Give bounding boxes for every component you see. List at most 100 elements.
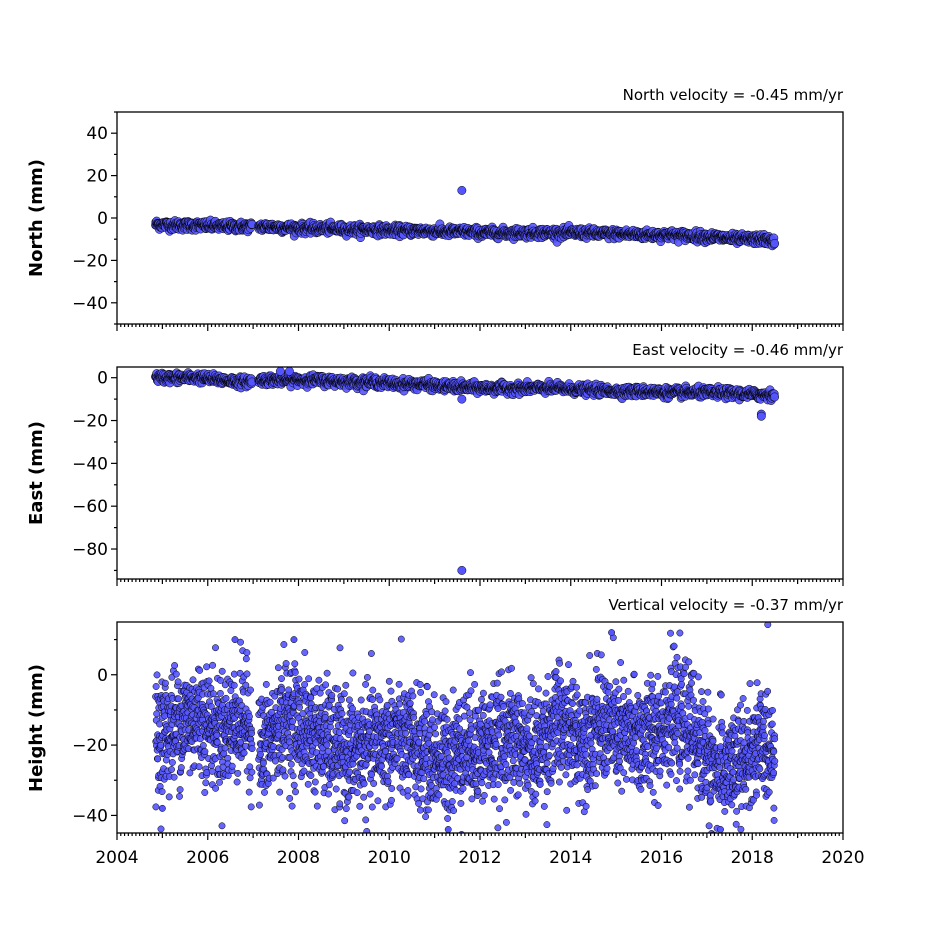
data-point: [301, 649, 309, 656]
data-point: [218, 667, 226, 675]
data-point: [292, 788, 299, 796]
data-point: [286, 738, 293, 746]
north-panel: North velocity = -0.45 mm/yr North (mm) …: [26, 86, 844, 331]
data-point: [289, 718, 297, 725]
data-point: [217, 676, 224, 684]
data-point: [245, 788, 253, 796]
data-point: [246, 774, 254, 782]
data-point: [186, 769, 194, 777]
data-point: [228, 762, 236, 770]
data-point: [311, 778, 319, 786]
data-point: [201, 789, 209, 796]
data-point: [378, 762, 385, 770]
data-point: [285, 686, 293, 694]
data-point: [230, 670, 238, 678]
data-point: [370, 780, 378, 787]
data-point: [242, 655, 250, 663]
data-point: [356, 802, 364, 810]
data-point: [212, 644, 219, 652]
vertical-velocity-title: Vertical velocity = -0.37 mm/yr: [608, 596, 843, 614]
y-tick-label: 0: [97, 209, 108, 229]
data-point: [282, 660, 290, 667]
data-point: [234, 769, 242, 777]
data-point: [336, 644, 344, 652]
data-point: [322, 681, 330, 689]
data-point: [161, 679, 169, 687]
data-point: [345, 696, 353, 704]
data-point: [152, 683, 160, 690]
data-point: [271, 757, 279, 765]
data-point: [156, 720, 164, 728]
data-point: [176, 792, 183, 800]
data-point: [172, 670, 180, 678]
data-point: [388, 796, 395, 804]
y-tick-label: −20: [72, 251, 108, 271]
data-point: [216, 689, 224, 697]
data-point: [209, 661, 217, 669]
data-point: [203, 663, 211, 671]
data-point: [153, 710, 161, 718]
data-point: [368, 803, 376, 811]
north-points: [151, 185, 780, 251]
data-point: [205, 677, 213, 685]
data-point: [341, 817, 349, 825]
data-point: [286, 794, 294, 802]
data-point: [307, 694, 315, 702]
north-ylabel: North (mm): [26, 159, 47, 277]
data-point: [362, 816, 370, 824]
data-point: [152, 803, 160, 811]
data-point: [157, 825, 165, 833]
y-tick-label: −60: [72, 497, 108, 517]
data-point: [349, 669, 357, 677]
data-point: [376, 696, 384, 704]
data-point: [269, 774, 277, 782]
data-point: [342, 681, 350, 689]
y-tick-label: −40: [72, 454, 108, 474]
data-point: [369, 696, 376, 703]
east-ylabel: East (mm): [26, 421, 47, 525]
data-point: [274, 664, 282, 672]
east-axes: −80−60−40−200: [72, 366, 844, 586]
y-tick-label: 40: [86, 124, 108, 144]
data-point: [269, 743, 277, 751]
data-point: [362, 680, 370, 688]
data-point: [278, 675, 285, 683]
data-point: [218, 822, 226, 830]
north-velocity-title: North velocity = -0.45 mm/yr: [623, 86, 844, 104]
data-point: [289, 772, 297, 780]
data-point: [165, 793, 173, 801]
data-point: [174, 678, 182, 686]
data-point: [287, 760, 295, 768]
height-panel: Vertical velocity = -0.37 mm/yr Height (…: [26, 596, 865, 868]
data-point: [224, 754, 232, 762]
outlier-point: [284, 367, 294, 376]
data-point: [296, 703, 303, 711]
data-point: [202, 779, 210, 787]
data-point: [154, 755, 162, 763]
data-point: [340, 690, 348, 698]
data-point: [366, 790, 374, 798]
data-point: [291, 660, 299, 668]
outlier-point: [756, 411, 766, 421]
data-point: [367, 650, 375, 657]
data-point: [240, 749, 248, 757]
data-point: [295, 675, 303, 683]
data-point: [281, 772, 289, 780]
data-point: [248, 729, 256, 737]
data-point: [305, 675, 313, 683]
data-point: [374, 797, 382, 805]
data-point: [325, 790, 332, 798]
data-point: [210, 690, 217, 698]
data-point: [212, 784, 220, 792]
data-point: [384, 777, 392, 785]
data-point: [313, 802, 321, 810]
data-point: [278, 686, 286, 694]
data-point: [237, 638, 244, 646]
data-point: [248, 768, 256, 776]
data-point: [257, 750, 264, 758]
data-point: [255, 801, 263, 809]
data-point: [267, 708, 275, 716]
height-points: [152, 622, 779, 833]
